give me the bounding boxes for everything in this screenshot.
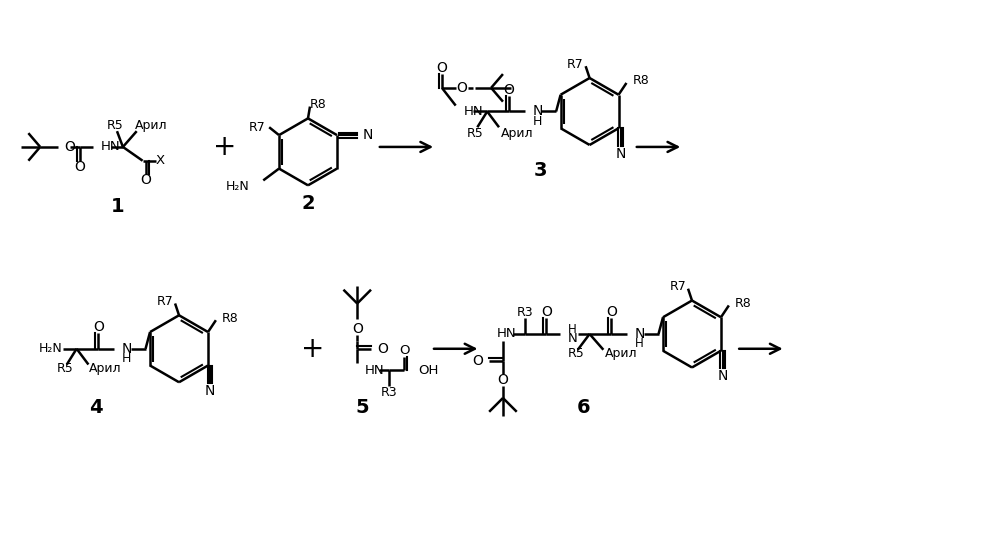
Text: N: N bbox=[717, 369, 728, 383]
Text: HN: HN bbox=[365, 364, 385, 377]
Text: R3: R3 bbox=[516, 306, 532, 319]
Text: HN: HN bbox=[498, 327, 516, 341]
Text: Арил: Арил bbox=[605, 347, 637, 360]
Text: N: N bbox=[122, 342, 132, 356]
Text: N: N bbox=[363, 128, 373, 142]
Text: HN: HN bbox=[101, 140, 121, 153]
Text: HN: HN bbox=[464, 105, 484, 118]
Text: O: O bbox=[540, 305, 551, 319]
Text: O: O bbox=[74, 160, 85, 174]
Text: O: O bbox=[473, 354, 484, 368]
Text: +: + bbox=[213, 133, 236, 161]
Text: R3: R3 bbox=[381, 386, 397, 399]
Text: O: O bbox=[140, 173, 151, 187]
Text: R7: R7 bbox=[669, 280, 686, 293]
Text: 2: 2 bbox=[301, 193, 315, 213]
Text: O: O bbox=[503, 83, 514, 97]
Text: 6: 6 bbox=[576, 399, 590, 417]
Text: R8: R8 bbox=[632, 75, 649, 87]
Text: N: N bbox=[205, 384, 215, 398]
Text: OH: OH bbox=[419, 364, 439, 377]
Text: R7: R7 bbox=[566, 58, 583, 71]
Text: 1: 1 bbox=[111, 197, 125, 215]
Text: 5: 5 bbox=[356, 399, 369, 417]
Text: O: O bbox=[64, 140, 75, 154]
Text: H₂N: H₂N bbox=[39, 342, 63, 355]
Text: R5: R5 bbox=[467, 127, 484, 140]
Text: O: O bbox=[377, 342, 388, 356]
Text: N: N bbox=[635, 327, 645, 341]
Text: X: X bbox=[156, 154, 165, 167]
Text: Арил: Арил bbox=[500, 127, 533, 140]
Text: O: O bbox=[457, 81, 467, 95]
Text: N: N bbox=[567, 333, 577, 346]
Text: O: O bbox=[352, 322, 363, 336]
Text: R7: R7 bbox=[157, 295, 173, 308]
Text: R5: R5 bbox=[56, 362, 73, 375]
Text: O: O bbox=[605, 305, 616, 319]
Text: R5: R5 bbox=[107, 119, 124, 132]
Text: R7: R7 bbox=[249, 121, 265, 134]
Text: R8: R8 bbox=[734, 297, 751, 310]
Text: O: O bbox=[498, 373, 508, 387]
Text: R8: R8 bbox=[222, 312, 239, 325]
Text: H₂N: H₂N bbox=[226, 180, 250, 193]
Text: 4: 4 bbox=[90, 399, 103, 417]
Text: O: O bbox=[93, 320, 104, 334]
Text: H: H bbox=[635, 338, 643, 350]
Text: +: + bbox=[302, 335, 325, 363]
Text: H: H bbox=[122, 352, 131, 365]
Text: N: N bbox=[532, 104, 542, 118]
Text: H: H bbox=[532, 115, 541, 128]
Text: Арил: Арил bbox=[89, 362, 121, 375]
Text: 3: 3 bbox=[533, 161, 547, 180]
Text: N: N bbox=[615, 147, 625, 161]
Text: O: O bbox=[400, 344, 410, 357]
Text: O: O bbox=[437, 61, 448, 75]
Text: R8: R8 bbox=[310, 98, 327, 111]
Text: Арил: Арил bbox=[135, 119, 167, 132]
Text: H: H bbox=[567, 322, 576, 335]
Text: R5: R5 bbox=[567, 347, 584, 360]
